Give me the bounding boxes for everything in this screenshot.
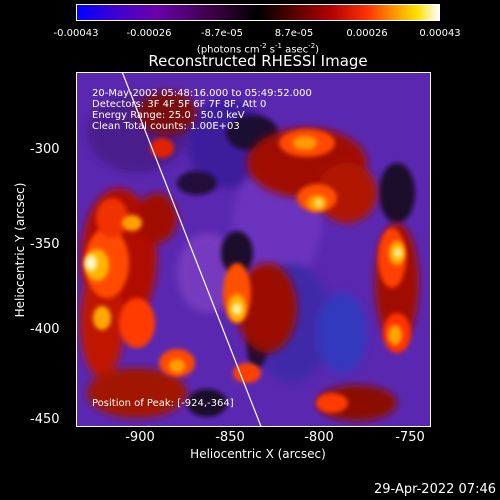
- colorbar-tick: 0.00043: [419, 28, 461, 39]
- colorbar-tick: -8.7e-05: [201, 28, 243, 39]
- detectors-info: Detectors: 3F 4F 5F 6F 7F 8F, Att 0: [92, 99, 267, 110]
- colorbar-units: (photons cm-2 s-1 asec-2): [196, 42, 320, 56]
- x-tick-label: -900: [125, 430, 155, 445]
- plot-title: Reconstructed RHESSI Image: [148, 52, 368, 70]
- x-tick-label: -850: [215, 430, 245, 445]
- timestamp: 29-Apr-2022 07:46: [374, 482, 496, 497]
- colorbar-tick: 0.00026: [346, 28, 388, 39]
- peak-position: Position of Peak: [-924,-364]: [92, 398, 234, 409]
- image-map: 20-May-2002 05:48:16.000 to 05:49:52.000…: [76, 72, 431, 427]
- y-tick-label: -350: [30, 237, 60, 252]
- x-tick-label: -800: [304, 430, 334, 445]
- y-axis-label: Heliocentric Y (arcsec): [13, 182, 27, 318]
- y-tick-label: -300: [30, 142, 60, 157]
- time-range: 20-May-2002 05:48:16.000 to 05:49:52.000: [92, 88, 312, 99]
- colorbar-tick: -0.00043: [53, 28, 99, 39]
- limb-line: [121, 73, 262, 426]
- colorbar: [76, 4, 440, 21]
- intensity-map-svg: [77, 73, 430, 426]
- colorbar-tick: -0.00026: [126, 28, 172, 39]
- y-tick-label: -400: [30, 322, 60, 337]
- x-tick-label: -750: [395, 430, 425, 445]
- x-axis-label: Heliocentric X (arcsec): [190, 447, 326, 461]
- y-tick-label: -450: [30, 412, 60, 427]
- energy-range: Energy Range: 25.0 - 50.0 keV: [92, 110, 245, 121]
- colorbar-tick: 8.7e-05: [274, 28, 314, 39]
- clean-info: Clean Total counts: 1.00E+03: [92, 121, 240, 132]
